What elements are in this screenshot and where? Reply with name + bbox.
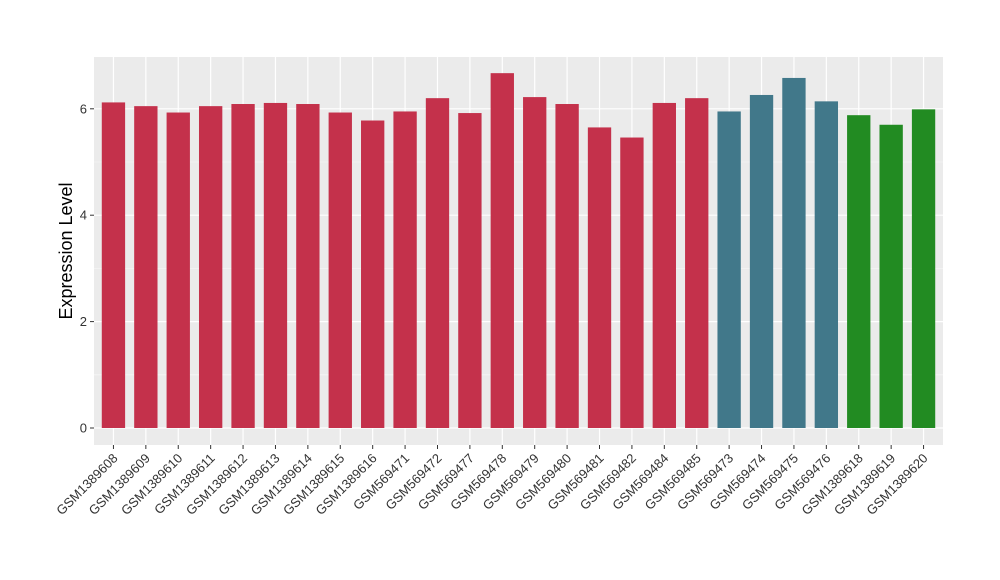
x-axis: GSM1389608GSM1389609GSM1389610GSM1389611… [53,445,931,518]
y-tick-label: 4 [80,208,87,223]
bar-gsm1389618 [847,115,871,429]
y-axis-title: Expression Level [56,182,76,319]
bar-gsm1389616 [361,120,385,428]
bar-gsm1389611 [198,106,223,428]
bar-gsm1389613 [263,102,288,428]
bar-gsm1389615 [328,112,352,429]
bar-gsm1389612 [231,104,255,429]
bar-gsm1389619 [879,124,903,428]
bar-gsm569476 [814,101,839,429]
bar-gsm569479 [523,97,547,428]
bar-gsm569473 [717,111,741,429]
bar-gsm569474 [749,94,774,428]
bar-gsm1389614 [296,104,320,429]
y-tick-label: 6 [80,101,87,116]
bar-gsm1389609 [134,106,158,428]
bar-gsm569485 [685,98,709,428]
bar-gsm569471 [393,111,417,429]
bar-gsm569484 [652,102,676,428]
bar-gsm1389608 [101,102,126,428]
y-axis: 0 2 4 6 [80,101,94,436]
bar-gsm569482 [620,137,644,428]
bar-gsm569478 [490,73,514,428]
y-tick-label: 2 [80,314,87,329]
bar-gsm569477 [458,113,482,428]
bars [101,73,936,429]
bar-gsm569472 [425,98,450,428]
bar-gsm569475 [782,77,806,428]
bar-gsm569480 [555,104,579,429]
y-tick-label: 0 [80,421,87,436]
bar-gsm1389610 [166,112,190,429]
bar-gsm1389620 [911,109,936,428]
bar-gsm569481 [587,127,612,429]
